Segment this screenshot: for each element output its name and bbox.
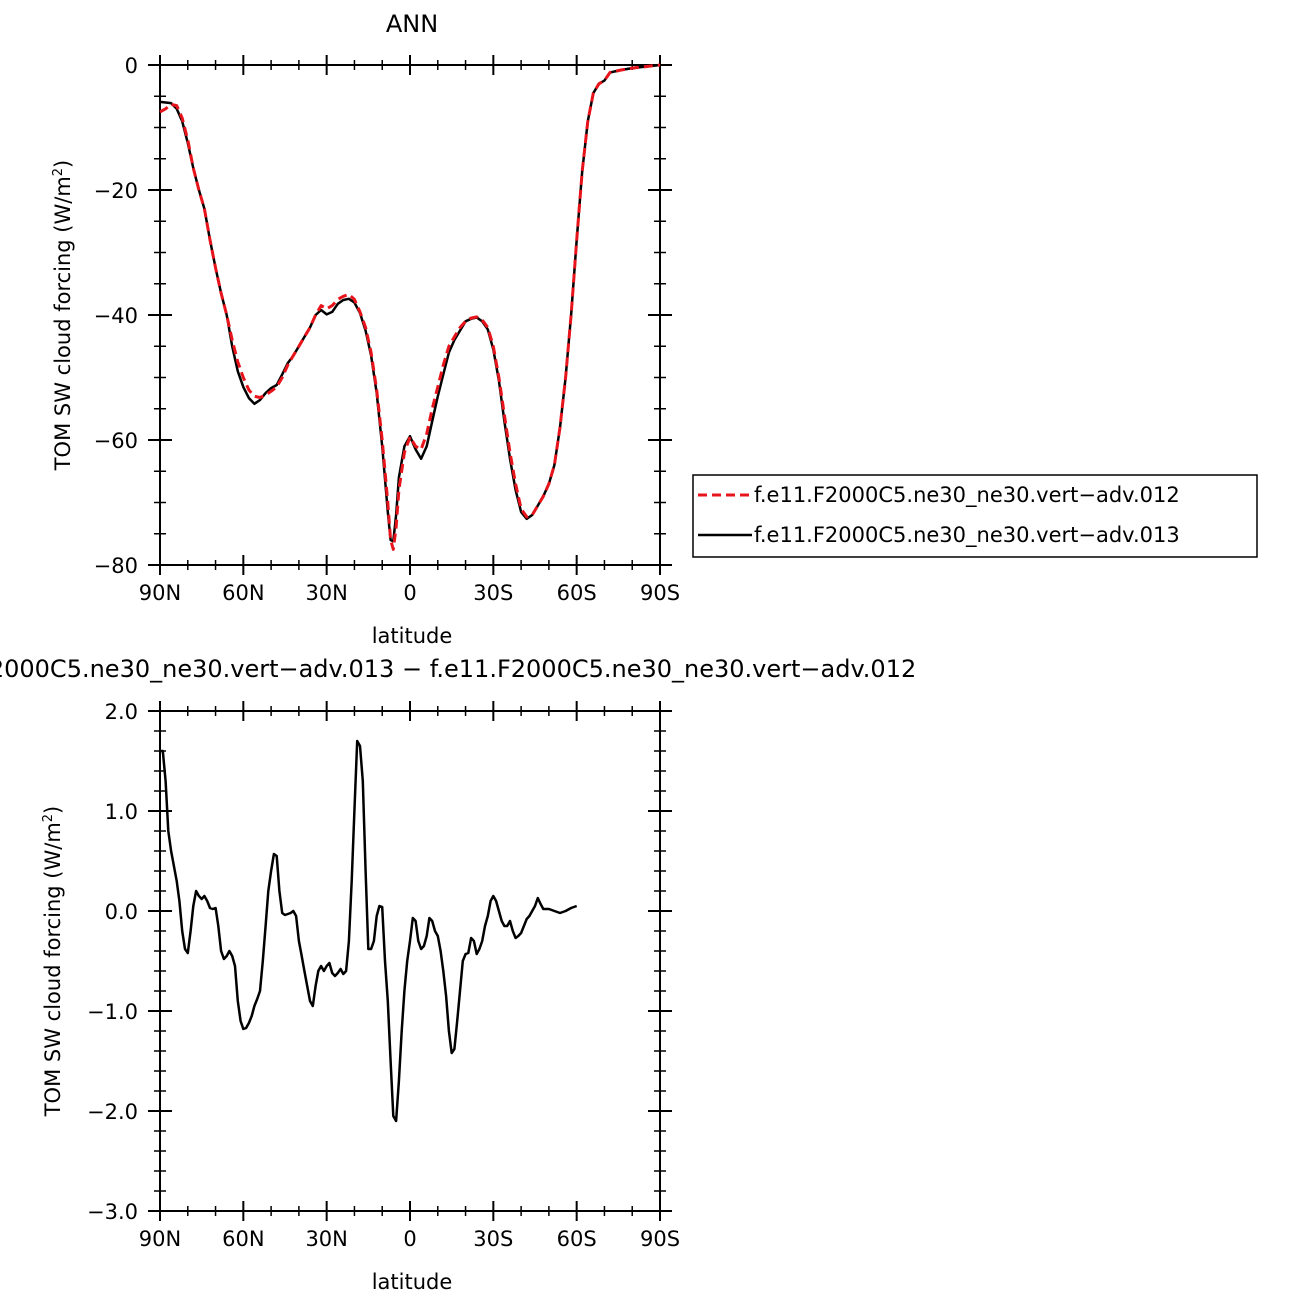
bottom-panel: f.e11.F2000C5.ne30_ne30.vert−adv.013 − f… bbox=[0, 655, 916, 1294]
bottom-x-tick-label: 60N bbox=[222, 1227, 264, 1251]
top-series-line-0 bbox=[159, 63, 661, 551]
legend-box bbox=[692, 474, 1258, 558]
bottom-plot-frame bbox=[159, 710, 661, 1212]
legend-label-013: f.e11.F2000C5.ne30_ne30.vert−adv.013 bbox=[754, 523, 1180, 548]
bottom-series-line-0 bbox=[160, 739, 578, 1123]
bottom-y-tick-label: 1.0 bbox=[105, 800, 138, 824]
bottom-y-tick-label: 0.0 bbox=[105, 900, 138, 924]
top-y-axis-label: TOM SW cloud forcing (W/m2) bbox=[51, 160, 75, 472]
bottom-x-tick-label: 0 bbox=[403, 1227, 416, 1251]
bottom-title: f.e11.F2000C5.ne30_ne30.vert−adv.013 − f… bbox=[0, 655, 916, 683]
top-title: ANN bbox=[386, 10, 438, 38]
top-x-tick-labels: 90N 60N 30N 0 30S 60S 90S bbox=[139, 581, 680, 605]
bottom-y-tick-label: −3.0 bbox=[87, 1200, 138, 1224]
top-y-axis-label-main: TOM SW cloud forcing (W/m bbox=[51, 176, 75, 471]
top-series-line-1 bbox=[159, 63, 661, 543]
bottom-y-axis-label-end: ) bbox=[41, 806, 65, 814]
top-y-axis-label-sup: 2 bbox=[51, 168, 66, 176]
top-x-tick-label: 60S bbox=[557, 581, 597, 605]
top-y-tick-label: −60 bbox=[94, 429, 138, 453]
top-x-tick-label: 90S bbox=[640, 581, 680, 605]
top-x-tick-label: 60N bbox=[222, 581, 264, 605]
bottom-x-tick-labels: 90N 60N 30N 0 30S 60S 90S bbox=[139, 1227, 680, 1251]
bottom-y-axis-label-main: TOM SW cloud forcing (W/m bbox=[41, 822, 65, 1117]
top-legend: f.e11.F2000C5.ne30_ne30.vert−adv.012 f.e… bbox=[692, 474, 1258, 558]
bottom-series-group bbox=[160, 739, 578, 1123]
top-x-tick-label: 0 bbox=[403, 581, 416, 605]
bottom-grid-ticks bbox=[148, 701, 672, 1221]
bottom-x-axis-label: latitude bbox=[372, 1270, 453, 1294]
bottom-y-tick-label: 2.0 bbox=[105, 700, 138, 724]
bottom-x-tick-label: 90S bbox=[640, 1227, 680, 1251]
top-y-axis-label-end: ) bbox=[51, 160, 75, 168]
bottom-x-tick-label: 60S bbox=[557, 1227, 597, 1251]
top-y-tick-labels: −80 −60 −40 −20 0 bbox=[94, 54, 138, 578]
top-series-group bbox=[159, 63, 661, 551]
top-panel: ANN 90N 60N 30N 0 30S 60S 90S −80 −60 −40 −20 0 la… bbox=[51, 10, 1258, 648]
top-plot-frame bbox=[159, 64, 661, 566]
bottom-y-tick-labels: −3.0 −2.0 −1.0 0.0 1.0 2.0 bbox=[87, 700, 138, 1224]
top-x-tick-label: 30N bbox=[305, 581, 347, 605]
top-y-tick-label: 0 bbox=[125, 54, 138, 78]
bottom-y-tick-label: −2.0 bbox=[87, 1100, 138, 1124]
top-y-tick-label: −40 bbox=[94, 304, 138, 328]
top-y-tick-label: −20 bbox=[94, 179, 138, 203]
bottom-x-tick-label: 30S bbox=[473, 1227, 513, 1251]
bottom-y-axis-label: TOM SW cloud forcing (W/m2) bbox=[41, 806, 65, 1118]
legend-label-012: f.e11.F2000C5.ne30_ne30.vert−adv.012 bbox=[754, 483, 1180, 508]
top-y-tick-label: −80 bbox=[94, 554, 138, 578]
bottom-x-tick-label: 90N bbox=[139, 1227, 181, 1251]
top-x-axis-label: latitude bbox=[372, 624, 453, 648]
bottom-x-tick-label: 30N bbox=[305, 1227, 347, 1251]
top-x-tick-label: 90N bbox=[139, 581, 181, 605]
bottom-y-axis-label-sup: 2 bbox=[41, 814, 56, 822]
bottom-y-tick-label: −1.0 bbox=[87, 1000, 138, 1024]
top-x-tick-label: 30S bbox=[473, 581, 513, 605]
